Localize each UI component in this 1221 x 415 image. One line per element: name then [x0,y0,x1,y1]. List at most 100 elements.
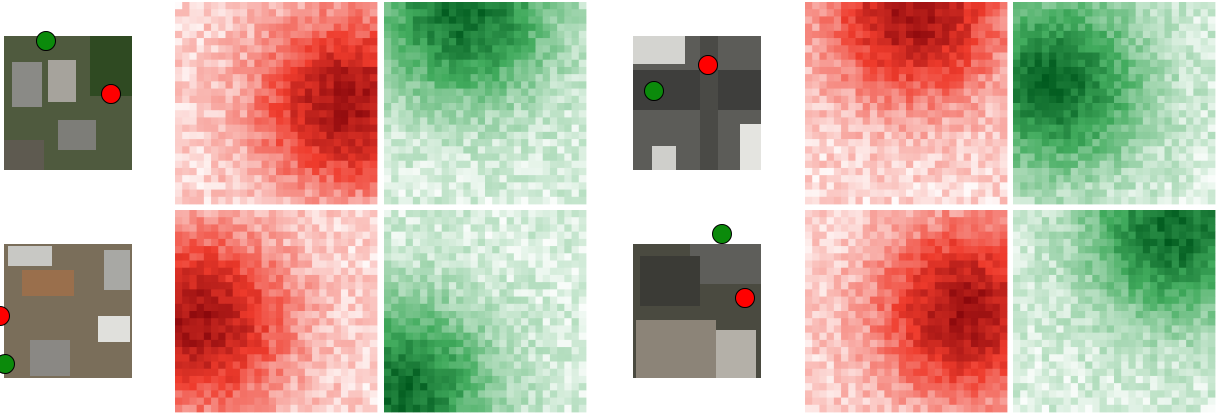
heatmap-cell [1070,95,1079,104]
heatmap-cell [549,361,558,370]
heatmap-cell [1027,88,1036,97]
heatmap-cell [268,303,277,312]
heatmap-cell [812,88,820,97]
heatmap-cell [1099,45,1108,53]
heatmap-cell [1157,282,1165,290]
heatmap-cell [1128,81,1137,89]
heatmap-cell [898,88,907,97]
heatmap-cell [1049,354,1057,362]
heatmap-cell [578,59,587,68]
heatmap-cell [1070,146,1079,154]
heatmap-cell [261,210,270,218]
heatmap-cell [949,117,957,126]
heatmap-cell [877,267,885,276]
heatmap-cell [805,59,813,68]
heatmap-cell [499,246,508,254]
heatmap-cell [420,2,428,10]
heatmap-cell [355,368,363,377]
heatmap-cell [362,390,371,398]
heatmap-cell [369,397,378,406]
heatmap-cell [492,52,500,61]
heatmap-cell [1092,38,1100,46]
heatmap-cell [819,368,828,377]
heatmap-cell [1171,66,1180,75]
heatmap-cell [1135,318,1144,326]
heatmap-cell [254,238,262,247]
heatmap-cell [906,224,914,233]
heatmap-cell [826,196,835,205]
heatmap-cell [304,325,313,334]
heatmap-cell [196,325,205,334]
heatmap-cell [362,246,371,254]
heatmap-cell [348,311,356,319]
heatmap-cell [261,347,270,355]
heatmap-cell [826,30,835,39]
heatmap-cell [528,325,536,334]
heatmap-cell [891,260,900,269]
heatmap-cell [557,246,565,254]
heatmap-cell [578,375,587,384]
heatmap-cell [283,274,291,283]
heatmap-cell [355,404,363,413]
heatmap-cell [1200,383,1209,391]
heatmap-cell [906,153,914,162]
heatmap-cell [276,375,284,384]
heatmap-cell [862,182,871,190]
heatmap-cell [1157,196,1165,205]
heatmap-cell [956,339,965,348]
heatmap-cell [448,332,457,341]
heatmap-cell [355,231,363,240]
heatmap-cell [1193,332,1201,341]
heatmap-cell [934,289,943,297]
heatmap-cell [549,375,558,384]
heatmap-cell [348,347,356,355]
heatmap-cell [348,296,356,305]
heatmap-cell [805,131,813,140]
heatmap-cell [1049,23,1057,32]
heatmap-cell [326,224,335,233]
heatmap-cell [412,231,421,240]
heatmap-cell [384,217,392,225]
heatmap-cell [978,354,986,362]
heatmap-cell [805,296,813,305]
heatmap-cell [927,260,936,269]
heatmap-cell [862,404,871,413]
heatmap-cell [877,383,885,391]
heatmap-cell [819,210,828,218]
heatmap-cell [1114,124,1122,133]
heatmap-cell [232,217,241,225]
heatmap-cell [492,23,500,32]
heatmap-cell [862,153,871,162]
heatmap-cell [549,59,558,68]
heatmap-cell [1135,131,1144,140]
heatmap-cell [549,16,558,25]
heatmap-cell [182,267,190,276]
heatmap-cell [1085,260,1093,269]
heatmap-cell [891,9,900,17]
heatmap-cell [949,210,957,218]
heatmap-cell [805,318,813,326]
heatmap-cell [513,397,522,406]
heatmap-cell [978,95,986,104]
heatmap-cell [1142,30,1151,39]
heatmap-cell [427,9,435,17]
heatmap-cell [391,311,399,319]
heatmap-cell [1049,167,1057,176]
heatmap-cell [239,332,248,341]
heatmap-cell [992,368,1001,377]
heatmap-cell [506,217,515,225]
heatmap-cell [1207,274,1216,283]
heatmap-cell [1171,139,1180,147]
heatmap-cell [1200,88,1209,97]
heatmap-cell [1171,146,1180,154]
heatmap [805,2,1008,205]
heatmap-cell [1013,30,1021,39]
heatmap-cell [319,210,327,218]
heatmap-cell [1049,383,1057,391]
heatmap-cell [412,217,421,225]
heatmap-cell [985,390,993,398]
heatmap-cell [1207,397,1216,406]
heatmap-cell [1056,231,1064,240]
heatmap-cell [283,217,291,225]
heatmap-cell [369,361,378,370]
